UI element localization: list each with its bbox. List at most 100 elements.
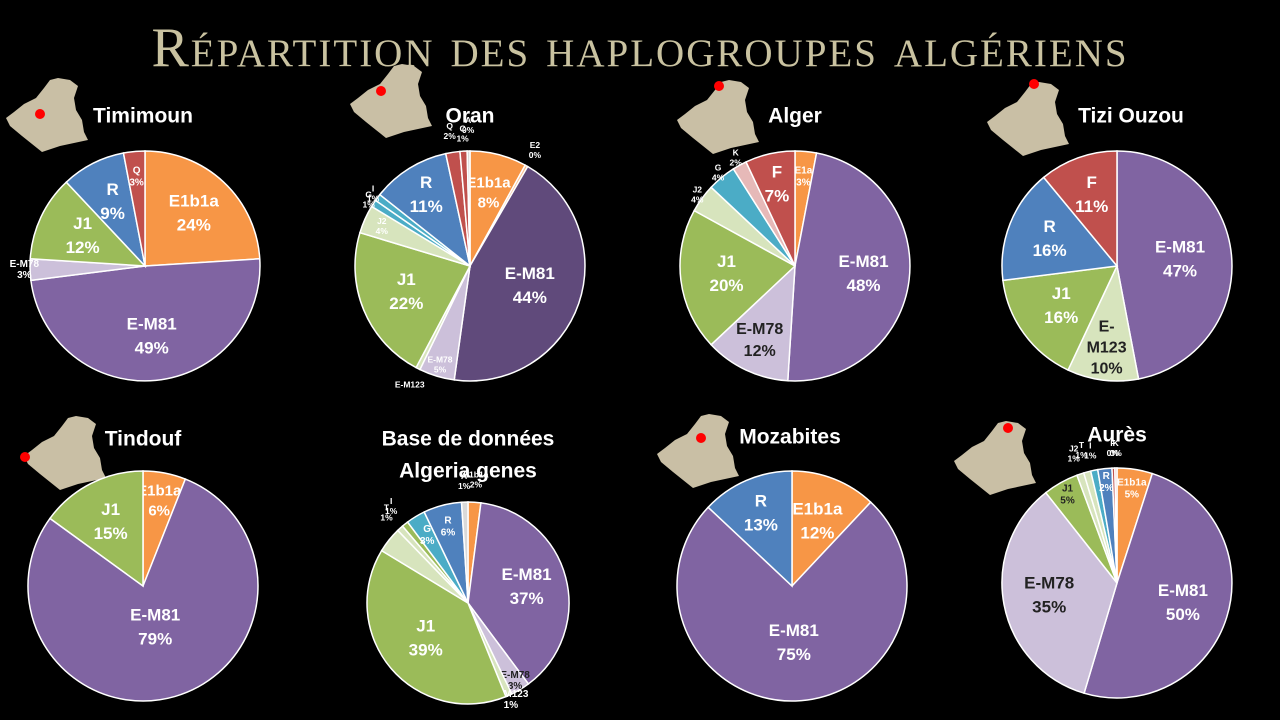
slice-label: E-M81 79% bbox=[130, 605, 180, 648]
algeria-map-icon bbox=[987, 82, 1069, 156]
slice-label: E1b1a 24% bbox=[169, 191, 220, 234]
pie-slice-j1 bbox=[354, 231, 472, 369]
pie-chart-6: Mozabites E1b1a 12% E-M81 75% R 13% bbox=[657, 414, 908, 702]
chart-title: Oran bbox=[445, 105, 494, 128]
slice-label: J2 4% bbox=[376, 216, 389, 236]
slice-label: K 2% bbox=[730, 147, 743, 167]
slice-label: E-M78 3% bbox=[500, 670, 530, 692]
pie-slice-e-m78 bbox=[710, 264, 796, 382]
pie-slice-e-m81 bbox=[1083, 472, 1233, 699]
slice-label: F 0% bbox=[1107, 438, 1120, 458]
slice-label: E1b1a 8% bbox=[466, 175, 511, 212]
slice-label: E-M81 47% bbox=[1155, 237, 1205, 280]
slice-label: E-M81 75% bbox=[769, 621, 819, 664]
pie-slice-j1 bbox=[29, 181, 147, 267]
location-dot bbox=[376, 86, 386, 96]
pie-slice-e-m81 bbox=[30, 257, 261, 382]
slice-label: E-M78 5% bbox=[427, 354, 452, 374]
pie-slice-a bbox=[460, 501, 469, 604]
slice-label: J1 22% bbox=[389, 270, 423, 313]
slice-label: F 11% bbox=[1075, 173, 1108, 216]
slice-label: J1 16% bbox=[1044, 284, 1078, 327]
chart-title: Mozabites bbox=[739, 426, 841, 449]
pie-slice-f bbox=[745, 150, 796, 267]
pie-slice-e-m81 bbox=[1116, 150, 1233, 380]
pie-slice-f bbox=[1042, 150, 1118, 269]
chart-title: Algeria genes bbox=[399, 460, 537, 483]
chart-title: Tindouf bbox=[105, 428, 183, 451]
chart-title: Base de données bbox=[382, 428, 555, 451]
slice-label: A 0% bbox=[462, 115, 475, 135]
pie-slice-r bbox=[707, 470, 793, 588]
slice-label: G 4% bbox=[712, 162, 725, 182]
slice-label: E1b1a 5% bbox=[1117, 477, 1147, 500]
slice-label: E-M123 10% bbox=[1087, 318, 1127, 377]
slice-label: E-M81 37% bbox=[502, 565, 552, 608]
pie-slice-e-m78 bbox=[1001, 491, 1118, 695]
slice-label: T 1% bbox=[380, 503, 393, 523]
slice-label: E2 0% bbox=[529, 140, 542, 160]
algeria-map-icon bbox=[6, 78, 88, 152]
pie-slice-r bbox=[378, 152, 472, 268]
slice-label: T 1% bbox=[1075, 440, 1088, 460]
pie-slice-e-m81 bbox=[786, 152, 911, 382]
chart-title: Alger bbox=[768, 105, 822, 128]
slice-label: E-M81 48% bbox=[838, 252, 888, 295]
pie-slice-e1b1a bbox=[144, 150, 261, 267]
slice-label: G 1% bbox=[363, 190, 376, 210]
slice-label: R 13% bbox=[744, 492, 778, 535]
slice-label: E-M123 1% bbox=[493, 689, 528, 711]
slice-label: E-M78 12% bbox=[736, 321, 783, 360]
slice-label: E1b1a 12% bbox=[792, 499, 843, 542]
pie-slice-q bbox=[122, 150, 146, 267]
pie-slice-j1 bbox=[48, 470, 144, 588]
slice-label: C 1% bbox=[456, 123, 469, 143]
slice-label: E1a 3% bbox=[795, 165, 813, 188]
pie-chart-7: Aurès E1b1a 5% E-M81 50% E-M78 35% J1 5% J2 1%T 1%I… bbox=[954, 421, 1233, 699]
algeria-map-icon bbox=[657, 414, 739, 488]
pie-slice-j1 bbox=[366, 549, 507, 705]
slice-label: J1 15% bbox=[94, 500, 128, 543]
slice-label: J1 5% bbox=[1060, 483, 1075, 506]
location-dot bbox=[1003, 423, 1013, 433]
slice-label: R 11% bbox=[410, 173, 443, 216]
slice-label: Q 3% bbox=[129, 165, 144, 188]
algeria-map-icon bbox=[677, 80, 759, 154]
slice-label: E1b1a 6% bbox=[137, 482, 182, 519]
pie-chart-0: Timimoun E1b1a 24% E-M81 49% E-M78 3% J1 12%R 9%Q… bbox=[6, 78, 261, 382]
slice-label: F 7% bbox=[765, 163, 790, 206]
pie-slice-e-m81 bbox=[453, 165, 586, 382]
slice-label: E-M81 50% bbox=[1158, 581, 1208, 624]
location-dot bbox=[696, 433, 706, 443]
slice-label: I 1% bbox=[385, 496, 398, 516]
pie-slice-e-m81 bbox=[467, 501, 570, 685]
slice-label: R 2% bbox=[1099, 471, 1114, 494]
page-title: Répartition des haplogroupes algériens bbox=[151, 17, 1129, 79]
algeria-map-icon bbox=[954, 421, 1036, 495]
pie-slice-e-m123 bbox=[1067, 263, 1140, 382]
slice-label: J2 4% bbox=[691, 184, 704, 204]
slice-label: E-M78 35% bbox=[1024, 573, 1074, 616]
pie-slice-e-m81 bbox=[676, 501, 908, 702]
slice-label: J1 12% bbox=[66, 214, 100, 257]
slice-label: R 16% bbox=[1033, 217, 1067, 260]
pie-slice-e1b1a bbox=[791, 470, 872, 588]
slice-label: J1 39% bbox=[409, 616, 443, 659]
location-dot bbox=[1029, 79, 1039, 89]
slice-label: E-M81 49% bbox=[127, 314, 177, 357]
slice-label: J2 1% bbox=[1068, 444, 1081, 464]
pie-chart-3: Tizi Ouzou E-M81 47% E-M123 10% J1 16% R 16%F 11% bbox=[987, 79, 1233, 382]
location-dot bbox=[20, 452, 30, 462]
location-dot bbox=[35, 109, 45, 119]
pie-chart-1: Oran E1b1a 8% E2 0% E-M81 44% E-M78 5%E-M123 J1 22… bbox=[350, 64, 586, 389]
slice-label: R 9% bbox=[100, 180, 125, 223]
slice-label: K 0% bbox=[1110, 438, 1123, 458]
pie-slice-e-m81 bbox=[27, 478, 259, 702]
chart-title: Aurès bbox=[1087, 424, 1147, 447]
pie-chart-2: Alger E1a 3% E-M81 48% E-M78 12% J1 20% J2 4% G 4% K 2… bbox=[677, 80, 911, 382]
chart-title: Tizi Ouzou bbox=[1078, 105, 1184, 128]
slice-label: J1 20% bbox=[709, 252, 743, 295]
location-dot bbox=[714, 81, 724, 91]
